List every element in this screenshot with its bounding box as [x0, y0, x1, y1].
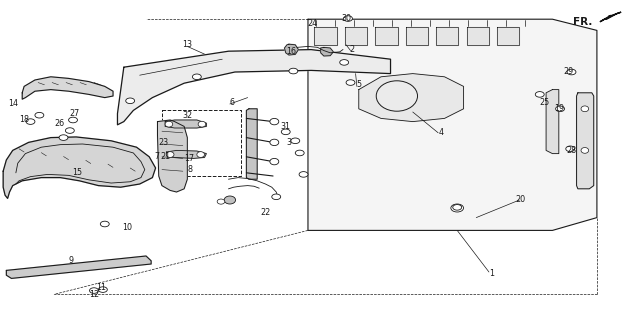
Ellipse shape	[165, 121, 173, 127]
Text: 1: 1	[490, 269, 495, 278]
Ellipse shape	[295, 150, 304, 156]
Polygon shape	[314, 27, 337, 45]
Ellipse shape	[535, 92, 544, 97]
Polygon shape	[345, 27, 367, 45]
Ellipse shape	[291, 138, 300, 144]
Polygon shape	[546, 90, 559, 154]
Text: FR.: FR.	[573, 17, 592, 27]
Ellipse shape	[451, 204, 464, 212]
Text: 12: 12	[89, 290, 99, 299]
Text: 31: 31	[281, 122, 291, 131]
Polygon shape	[284, 44, 298, 55]
Ellipse shape	[344, 16, 352, 21]
Ellipse shape	[289, 68, 298, 74]
Polygon shape	[321, 47, 333, 56]
Ellipse shape	[69, 117, 77, 123]
Ellipse shape	[270, 139, 279, 146]
Ellipse shape	[581, 106, 589, 112]
Polygon shape	[3, 137, 156, 198]
Ellipse shape	[270, 118, 279, 125]
Text: 18: 18	[19, 116, 29, 124]
Polygon shape	[600, 12, 621, 22]
Ellipse shape	[224, 196, 236, 204]
Text: 19: 19	[554, 104, 564, 113]
Text: 25: 25	[540, 98, 550, 107]
Polygon shape	[577, 93, 594, 189]
Ellipse shape	[126, 98, 135, 104]
Text: 5: 5	[356, 80, 361, 89]
Ellipse shape	[376, 81, 418, 111]
Text: 23: 23	[159, 138, 169, 147]
Ellipse shape	[340, 60, 349, 65]
Text: 11: 11	[97, 284, 107, 292]
Text: 22: 22	[260, 208, 271, 217]
Polygon shape	[157, 120, 187, 192]
Text: 30: 30	[341, 14, 351, 23]
Ellipse shape	[192, 74, 201, 80]
Text: 14: 14	[8, 100, 18, 108]
Ellipse shape	[65, 128, 74, 133]
Text: 4: 4	[439, 128, 444, 137]
Polygon shape	[246, 109, 257, 179]
Ellipse shape	[26, 119, 35, 124]
Text: 8: 8	[188, 165, 193, 174]
Ellipse shape	[567, 69, 576, 75]
Ellipse shape	[100, 221, 109, 227]
Ellipse shape	[581, 148, 589, 153]
Text: 7: 7	[154, 152, 159, 161]
Ellipse shape	[197, 152, 204, 157]
Ellipse shape	[453, 204, 462, 210]
Text: 20: 20	[516, 196, 526, 204]
Ellipse shape	[346, 80, 355, 85]
Text: 29: 29	[563, 68, 573, 76]
Ellipse shape	[198, 121, 206, 127]
Polygon shape	[497, 27, 519, 45]
Polygon shape	[359, 74, 464, 122]
Ellipse shape	[166, 152, 174, 157]
Ellipse shape	[566, 146, 575, 152]
Text: 15: 15	[72, 168, 83, 177]
Polygon shape	[375, 27, 398, 45]
Text: 16: 16	[286, 47, 296, 56]
Ellipse shape	[217, 199, 225, 204]
Ellipse shape	[98, 287, 107, 292]
Polygon shape	[467, 27, 489, 45]
Polygon shape	[166, 150, 206, 158]
Text: 32: 32	[182, 111, 192, 120]
Text: 13: 13	[182, 40, 192, 49]
Text: 10: 10	[122, 223, 132, 232]
Polygon shape	[165, 120, 206, 128]
Polygon shape	[117, 50, 391, 125]
Text: 3: 3	[286, 138, 291, 147]
Text: 21: 21	[160, 152, 170, 161]
Polygon shape	[22, 77, 113, 99]
Ellipse shape	[272, 194, 281, 200]
Text: 9: 9	[69, 256, 74, 265]
Ellipse shape	[90, 288, 98, 293]
Text: 28: 28	[566, 146, 577, 155]
Text: 27: 27	[70, 109, 80, 118]
Ellipse shape	[270, 158, 279, 165]
Ellipse shape	[281, 129, 290, 135]
Text: 6: 6	[229, 98, 234, 107]
Ellipse shape	[59, 135, 68, 140]
Ellipse shape	[299, 172, 308, 177]
Polygon shape	[406, 27, 428, 45]
Ellipse shape	[35, 112, 44, 118]
Polygon shape	[6, 256, 151, 278]
Text: 24: 24	[307, 20, 318, 28]
Text: 26: 26	[54, 119, 64, 128]
Polygon shape	[436, 27, 458, 45]
Polygon shape	[308, 19, 597, 230]
Text: 2: 2	[350, 45, 355, 54]
Ellipse shape	[556, 106, 565, 112]
Text: 17: 17	[184, 154, 194, 163]
